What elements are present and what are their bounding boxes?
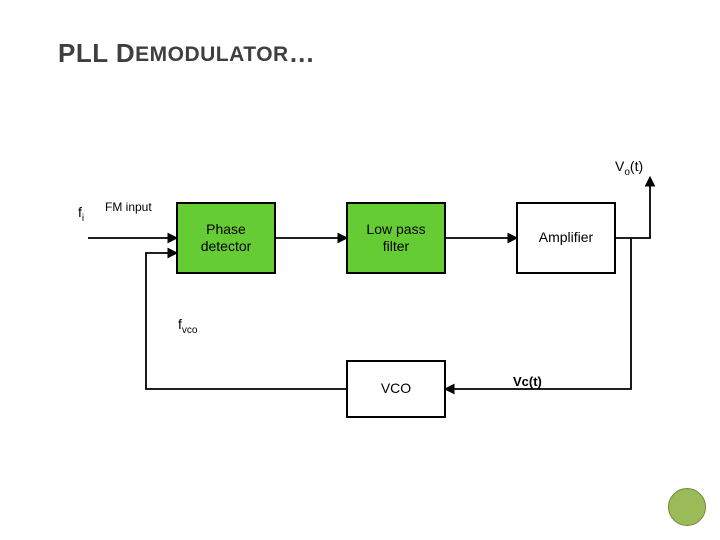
amplifier-block: Amplifier [516,202,616,274]
phase-detector-label: Phasedetector [201,221,252,256]
low-pass-filter-label: Low passfilter [366,221,425,256]
vo-of-t-label: Vo(t) [615,158,643,178]
fvco-label: fvco [178,316,197,336]
decorative-corner-dot [668,488,706,526]
vco-label: VCO [381,380,411,398]
fm-input-label: FM input [105,200,152,214]
wire-amp-out-up [616,178,650,238]
fi-label: fi [78,204,84,224]
vco-block: VCO [346,360,446,418]
vc-of-t-label: Vc(t) [513,374,542,389]
amplifier-label: Amplifier [539,229,593,247]
pll-block-diagram: Phasedetector Low passfilter Amplifier V… [0,0,720,540]
phase-detector-block: Phasedetector [176,202,276,274]
low-pass-filter-block: Low passfilter [346,202,446,274]
